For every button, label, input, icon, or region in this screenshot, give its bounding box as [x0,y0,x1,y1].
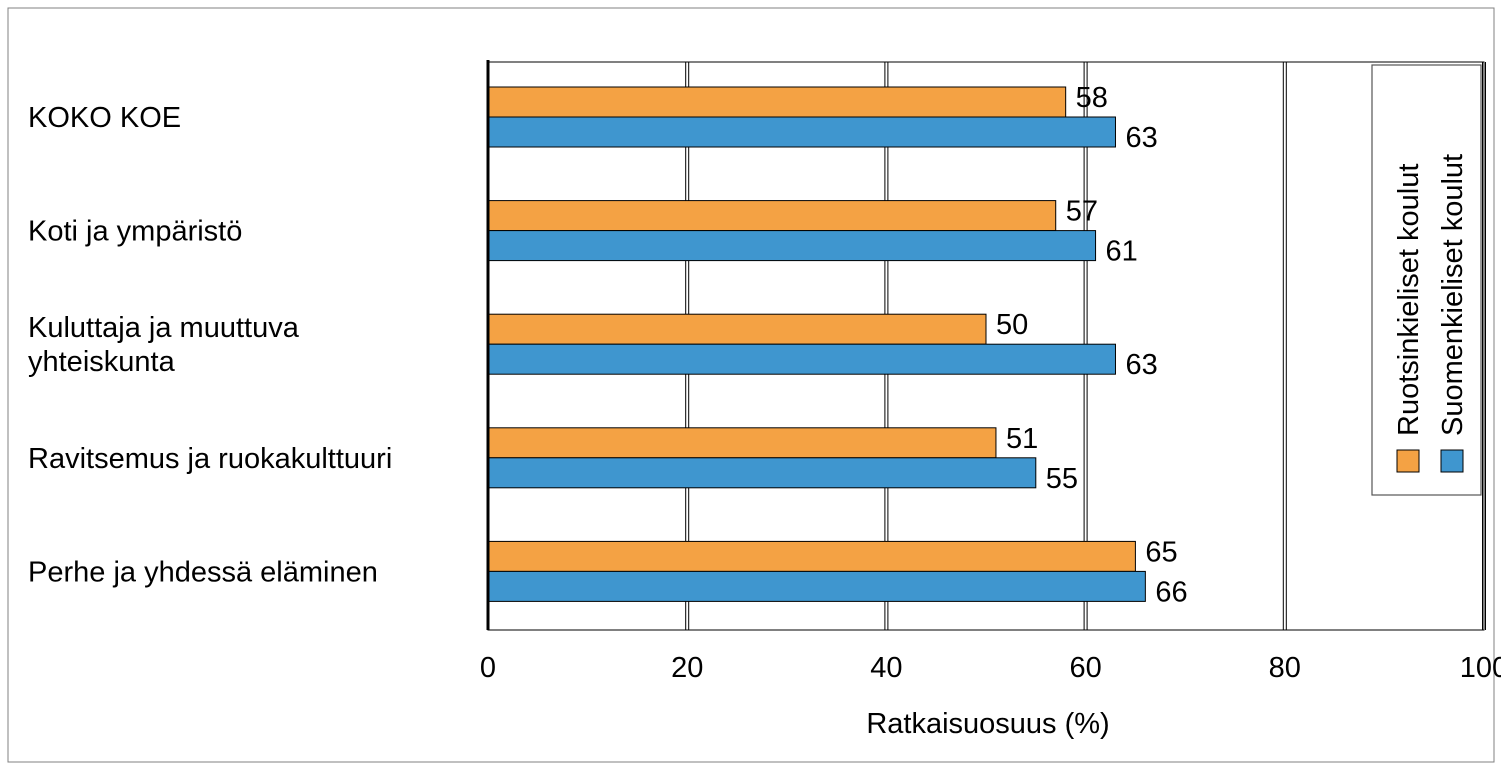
legend-label-ruotsinkieliset: Ruotsinkieliset koulut [1393,164,1425,436]
bar-suomenkieliset [487,570,1146,602]
x-tick-label: 20 [671,652,703,684]
x-tick-label: 100 [1460,652,1501,684]
bar-suomenkieliset [487,343,1116,375]
x-axis-label: Ratkaisuosuus (%) [866,708,1109,740]
bar-ruotsinkieliset [487,427,997,459]
category-label: Kuluttaja ja muuttuva [28,312,300,344]
x-tick-labels: 0 20 40 60 80 100 [480,652,1501,684]
data-label: 58 [1076,82,1108,114]
data-label: 65 [1145,536,1177,568]
x-tick-label: 80 [1269,652,1301,684]
legend-swatch-suomenkieliset [1440,449,1464,473]
x-tick-label: 0 [480,652,496,684]
legend-swatch-ruotsinkieliset [1396,449,1420,473]
x-tick-label: 40 [870,652,902,684]
data-label: 63 [1125,122,1157,154]
category-label: KOKO KOE [28,102,181,134]
data-label: 55 [1046,463,1078,495]
bar-suomenkieliset [487,457,1037,489]
legend-box [1371,64,1482,496]
legend-label-suomenkieliset: Suomenkieliset koulut [1437,154,1469,436]
category-label: yhteiskunta [28,346,176,378]
bar-ruotsinkieliset [487,86,1067,118]
bar-ruotsinkieliset [487,200,1057,232]
bar-ruotsinkieliset [487,313,987,345]
data-label: 61 [1106,236,1138,268]
category-label: Perhe ja yhdessä eläminen [28,556,378,588]
data-label: 51 [1006,423,1038,455]
category-label: Ravitsemus ja ruokakulttuuri [28,443,392,475]
bar-suomenkieliset [487,116,1116,148]
category-label: Koti ja ympäristö [28,216,242,248]
data-label: 50 [996,309,1028,341]
data-label: 66 [1155,576,1187,608]
data-label: 57 [1066,196,1098,228]
bars [487,86,1146,602]
bar-ruotsinkieliset [487,540,1136,572]
bar-suomenkieliset [487,230,1097,262]
x-tick-label: 60 [1069,652,1101,684]
data-label: 63 [1125,349,1157,381]
legend: Ruotsinkieliset koulut Suomenkieliset kou… [1393,154,1469,473]
category-labels: KOKO KOE Koti ja ympäristö Kuluttaja ja mu… [28,102,392,588]
